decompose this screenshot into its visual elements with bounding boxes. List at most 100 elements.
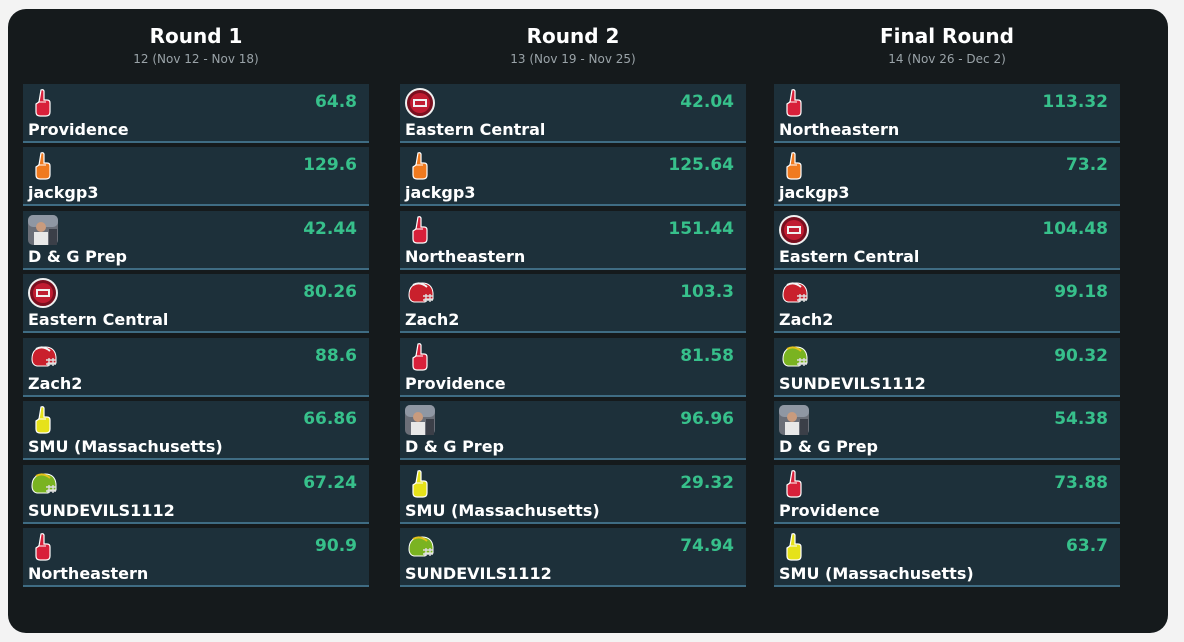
matchup-list: Eastern Central 42.04 jackgp3 125.64 Northea… bbox=[400, 84, 746, 592]
red-helmet-icon bbox=[779, 278, 809, 308]
team-name[interactable]: Northeastern bbox=[28, 564, 149, 583]
team-name[interactable]: Zach2 bbox=[28, 374, 83, 393]
team-name[interactable]: Eastern Central bbox=[28, 310, 169, 329]
matchup-list: Northeastern 113.32 jackgp3 73.2 Eastern Cen… bbox=[774, 84, 1120, 592]
team-name[interactable]: jackgp3 bbox=[405, 183, 476, 202]
team-name[interactable]: Zach2 bbox=[779, 310, 834, 329]
team-card[interactable]: Providence 73.88 bbox=[774, 465, 1120, 524]
team-card[interactable]: jackgp3 125.64 bbox=[400, 147, 746, 206]
team-card[interactable]: Eastern Central 104.48 bbox=[774, 211, 1120, 270]
team-score: 113.32 bbox=[1042, 92, 1108, 112]
team-card[interactable]: Zach2 88.6 bbox=[23, 338, 369, 397]
matchup[interactable]: Eastern Central 42.04 jackgp3 125.64 bbox=[400, 84, 746, 206]
team-name[interactable]: Eastern Central bbox=[405, 120, 546, 139]
team-score: 64.8 bbox=[315, 92, 357, 112]
round-header: Round 2 13 (Nov 19 - Nov 25) bbox=[400, 9, 746, 84]
team-name[interactable]: SUNDEVILS1112 bbox=[28, 501, 175, 520]
foam-finger-orange-icon bbox=[28, 151, 58, 181]
team-card[interactable]: Providence 64.8 bbox=[23, 84, 369, 143]
matchup[interactable]: Zach2 88.6 SMU (Massachusetts) 66.86 bbox=[23, 338, 369, 460]
team-score: 67.24 bbox=[303, 473, 357, 493]
foam-finger-red-icon bbox=[779, 469, 809, 499]
team-name[interactable]: Providence bbox=[28, 120, 129, 139]
green-helmet-icon bbox=[28, 469, 58, 499]
team-score: 29.32 bbox=[680, 473, 734, 493]
bracket-panel: Round 1 12 (Nov 12 - Nov 18) Providence 64.… bbox=[8, 9, 1168, 633]
team-name[interactable]: Providence bbox=[405, 374, 506, 393]
team-name[interactable]: Northeastern bbox=[779, 120, 900, 139]
matchup[interactable]: SUNDEVILS1112 67.24 Northeastern 90.9 bbox=[23, 465, 369, 587]
team-name[interactable]: SUNDEVILS1112 bbox=[405, 564, 552, 583]
foam-finger-yellow-icon bbox=[405, 469, 435, 499]
team-card[interactable]: SMU (Massachusetts) 63.7 bbox=[774, 528, 1120, 587]
team-score: 96.96 bbox=[680, 409, 734, 429]
team-name[interactable]: SMU (Massachusetts) bbox=[405, 501, 600, 520]
round-week-range: 12 (Nov 12 - Nov 18) bbox=[133, 52, 259, 66]
team-card[interactable]: Zach2 99.18 bbox=[774, 274, 1120, 333]
team-score: 103.3 bbox=[680, 282, 734, 302]
eastern-central-logo-icon bbox=[28, 278, 58, 308]
round-header: Round 1 12 (Nov 12 - Nov 18) bbox=[23, 9, 369, 84]
foam-finger-yellow-icon bbox=[779, 532, 809, 562]
team-name[interactable]: jackgp3 bbox=[28, 183, 99, 202]
matchup[interactable]: SMU (Massachusetts) 29.32 SUNDEVILS1112 74.… bbox=[400, 465, 746, 587]
matchup[interactable]: Providence 81.58 D & G Prep 96.96 bbox=[400, 338, 746, 460]
red-helmet-icon bbox=[405, 278, 435, 308]
team-score: 54.38 bbox=[1054, 409, 1108, 429]
team-card[interactable]: SMU (Massachusetts) 29.32 bbox=[400, 465, 746, 524]
team-name[interactable]: D & G Prep bbox=[28, 247, 127, 266]
matchup[interactable]: SUNDEVILS1112 90.32 D & G Prep 54.38 bbox=[774, 338, 1120, 460]
team-card[interactable]: SUNDEVILS1112 67.24 bbox=[23, 465, 369, 524]
round-column: Final Round 14 (Nov 26 - Dec 2) Northeaste… bbox=[774, 9, 1120, 587]
red-helmet-icon bbox=[28, 342, 58, 372]
team-card[interactable]: Northeastern 90.9 bbox=[23, 528, 369, 587]
round-title: Final Round bbox=[879, 24, 1014, 48]
team-score: 42.44 bbox=[303, 219, 357, 239]
team-card[interactable]: Northeastern 113.32 bbox=[774, 84, 1120, 143]
team-name[interactable]: SMU (Massachusetts) bbox=[28, 437, 223, 456]
round-title: Round 1 bbox=[149, 24, 243, 48]
round-header: Final Round 14 (Nov 26 - Dec 2) bbox=[774, 9, 1120, 84]
team-score: 125.64 bbox=[668, 155, 734, 175]
team-card[interactable]: Northeastern 151.44 bbox=[400, 211, 746, 270]
team-card[interactable]: SUNDEVILS1112 90.32 bbox=[774, 338, 1120, 397]
team-card[interactable]: Eastern Central 42.04 bbox=[400, 84, 746, 143]
team-card[interactable]: SMU (Massachusetts) 66.86 bbox=[23, 401, 369, 460]
team-card[interactable]: Zach2 103.3 bbox=[400, 274, 746, 333]
team-card[interactable]: SUNDEVILS1112 74.94 bbox=[400, 528, 746, 587]
matchup[interactable]: Providence 64.8 jackgp3 129.6 bbox=[23, 84, 369, 206]
matchup[interactable]: Providence 73.88 SMU (Massachusetts) 63.7 bbox=[774, 465, 1120, 587]
team-card[interactable]: jackgp3 129.6 bbox=[23, 147, 369, 206]
team-name[interactable]: Eastern Central bbox=[779, 247, 920, 266]
green-helmet-icon bbox=[405, 532, 435, 562]
team-score: 151.44 bbox=[668, 219, 734, 239]
photo-avatar-icon bbox=[405, 405, 435, 435]
eastern-central-logo-icon bbox=[405, 88, 435, 118]
team-name[interactable]: Zach2 bbox=[405, 310, 460, 329]
team-name[interactable]: Providence bbox=[779, 501, 880, 520]
team-name[interactable]: D & G Prep bbox=[405, 437, 504, 456]
foam-finger-red-icon bbox=[405, 215, 435, 245]
team-name[interactable]: D & G Prep bbox=[779, 437, 878, 456]
team-card[interactable]: Eastern Central 80.26 bbox=[23, 274, 369, 333]
team-name[interactable]: SUNDEVILS1112 bbox=[779, 374, 926, 393]
team-card[interactable]: D & G Prep 54.38 bbox=[774, 401, 1120, 460]
matchup[interactable]: Eastern Central 104.48 Zach2 99.18 bbox=[774, 211, 1120, 333]
team-name[interactable]: jackgp3 bbox=[779, 183, 850, 202]
team-score: 99.18 bbox=[1054, 282, 1108, 302]
team-card[interactable]: Providence 81.58 bbox=[400, 338, 746, 397]
team-card[interactable]: D & G Prep 42.44 bbox=[23, 211, 369, 270]
team-card[interactable]: jackgp3 73.2 bbox=[774, 147, 1120, 206]
team-score: 90.32 bbox=[1054, 346, 1108, 366]
green-helmet-icon bbox=[779, 342, 809, 372]
team-name[interactable]: SMU (Massachusetts) bbox=[779, 564, 974, 583]
matchup[interactable]: D & G Prep 42.44 Eastern Central 80.26 bbox=[23, 211, 369, 333]
team-name[interactable]: Northeastern bbox=[405, 247, 526, 266]
foam-finger-orange-icon bbox=[779, 151, 809, 181]
matchup[interactable]: Northeastern 151.44 Zach2 103.3 bbox=[400, 211, 746, 333]
team-card[interactable]: D & G Prep 96.96 bbox=[400, 401, 746, 460]
team-score: 80.26 bbox=[303, 282, 357, 302]
foam-finger-red-icon bbox=[28, 532, 58, 562]
team-score: 88.6 bbox=[315, 346, 357, 366]
matchup[interactable]: Northeastern 113.32 jackgp3 73.2 bbox=[774, 84, 1120, 206]
